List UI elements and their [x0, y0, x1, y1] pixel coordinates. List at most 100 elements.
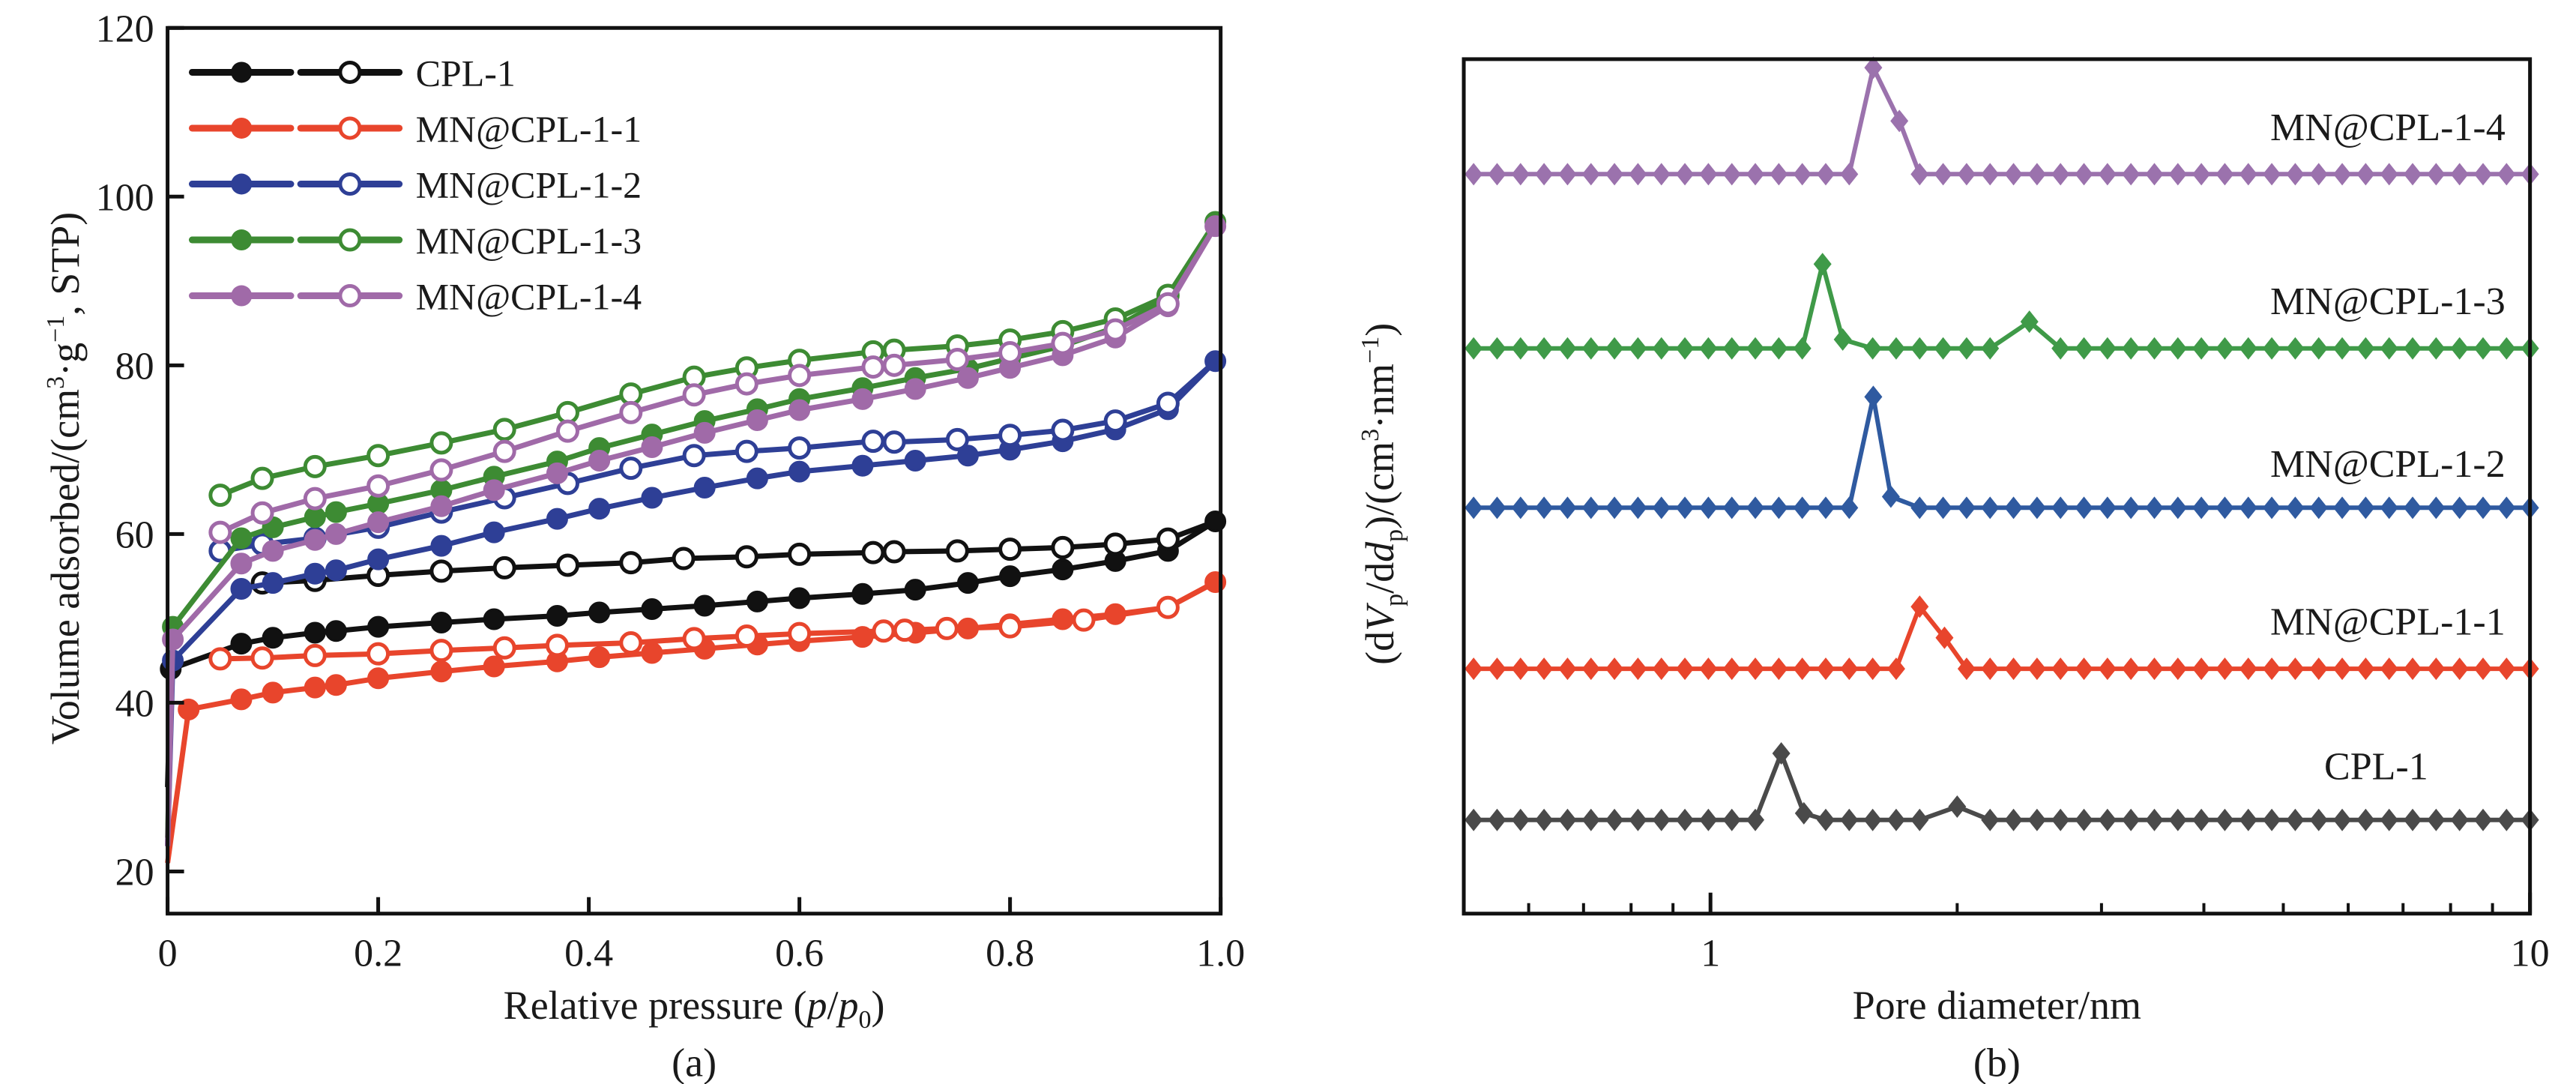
legend-marker-filled: [231, 117, 253, 139]
legend-item: MN@CPL-1-1: [188, 108, 642, 150]
x-tick-label: 1: [1701, 933, 1720, 975]
distribution-point: [1746, 337, 1765, 360]
desorption-point: [545, 633, 569, 657]
panel-a-x-axis-title: Relative pressure (p/p0): [504, 983, 885, 1034]
distribution-point: [2239, 808, 2257, 831]
desorption-point: [882, 430, 906, 454]
distribution-point: [2168, 496, 2187, 520]
desorption-point: [208, 647, 232, 671]
adsorption-point: [367, 615, 390, 638]
distribution-point: [2098, 808, 2117, 831]
distribution-point: [2309, 496, 2328, 520]
adsorption-point: [304, 562, 326, 585]
desorption-point: [619, 457, 643, 481]
distribution-point: [1558, 657, 1577, 681]
distribution-point: [1676, 163, 1695, 186]
distribution-point: [2192, 496, 2211, 520]
distribution-point: [1722, 808, 1741, 831]
adsorption-point: [430, 612, 453, 634]
adsorption-point: [367, 548, 390, 570]
distribution-point: [2145, 337, 2164, 360]
panel-b-x-axis-title: Pore diameter/nm: [1853, 983, 2141, 1028]
distribution-point: [1935, 626, 1954, 649]
distribution-point: [1722, 163, 1741, 186]
distribution-point: [1581, 337, 1600, 360]
distribution-point: [2098, 496, 2117, 520]
legend-item: CPL-1: [188, 52, 516, 94]
series-cpl-1: [160, 511, 1227, 788]
distribution-point: [1886, 337, 1905, 360]
distribution-point: [2145, 163, 2164, 186]
distribution-point: [1833, 328, 1852, 351]
desorption-point: [682, 444, 706, 468]
distribution-point: [2051, 808, 2070, 831]
series-label: MN@CPL-1-2: [2270, 443, 2506, 486]
distribution-point: [2356, 496, 2375, 520]
adsorption-point: [325, 523, 347, 545]
distribution-point: [1816, 163, 1835, 186]
distribution-point: [2450, 496, 2469, 520]
adsorption-point: [693, 421, 716, 444]
desorption-point: [367, 444, 390, 468]
distribution-point: [1770, 163, 1788, 186]
distribution-point: [1652, 808, 1671, 831]
adsorption-point: [230, 578, 253, 600]
adsorption-point: [956, 617, 979, 639]
desorption-point: [429, 559, 453, 583]
adsorption-point: [956, 367, 979, 389]
desorption-point: [735, 439, 758, 463]
adsorption-point: [1104, 603, 1126, 625]
distribution-point: [2380, 337, 2398, 360]
distribution-point: [1840, 163, 1859, 186]
distribution-point: [1605, 808, 1624, 831]
legend-label: MN@CPL-1-1: [416, 108, 642, 150]
desorption-point: [250, 501, 274, 525]
distribution-point: [1558, 496, 1577, 520]
legend-item: MN@CPL-1-4: [188, 276, 642, 318]
distribution-point: [2004, 496, 2023, 520]
distribution-point: [1605, 496, 1624, 520]
adsorption-point: [641, 487, 663, 509]
distribution-point: [2192, 163, 2211, 186]
x-tick-label: 1.0: [1196, 933, 1245, 975]
adsorption-point: [367, 511, 390, 534]
panel-b-axes-frame: [1462, 57, 2533, 916]
distribution-point: [2427, 163, 2446, 186]
distribution-point: [2192, 808, 2211, 831]
x-tick-label: 0.4: [564, 933, 613, 975]
legend-marker-filled: [231, 229, 253, 251]
x-tick-label: 0.2: [354, 933, 402, 975]
distribution-point: [1699, 808, 1718, 831]
distribution-point: [2051, 657, 2070, 681]
desorption-point: [1103, 409, 1127, 433]
distribution-point: [2075, 657, 2093, 681]
series-label: CPL-1: [2324, 745, 2428, 788]
adsorption-point: [262, 572, 284, 594]
distribution-point: [2286, 163, 2305, 186]
desorption-point: [672, 546, 696, 570]
desorption-point: [893, 618, 917, 642]
distribution-point: [1840, 657, 1859, 681]
desorption-point: [682, 627, 706, 651]
desorption-point: [555, 419, 579, 443]
desorption-point: [1156, 292, 1180, 316]
adsorption-point: [262, 540, 284, 562]
desorption-point: [250, 646, 274, 670]
series-mn-cpl-1-3: [1465, 253, 2539, 360]
distribution-point: [1652, 657, 1671, 681]
adsorption-point: [588, 646, 611, 669]
desorption-point: [945, 347, 969, 371]
distribution-point: [2027, 657, 2046, 681]
adsorption-point: [851, 582, 874, 605]
adsorption-point: [851, 388, 874, 410]
panel-b-series-group: [1465, 56, 2539, 831]
distribution-point: [2192, 657, 2211, 681]
distribution-point: [2404, 808, 2422, 831]
distribution-point: [1629, 163, 1647, 186]
distribution-line: [1473, 394, 2530, 511]
desorption-point: [429, 458, 453, 482]
distribution-point: [2122, 657, 2141, 681]
adsorption-point: [588, 601, 611, 624]
legend-marker-filled: [231, 61, 253, 83]
distribution-point: [1840, 496, 1859, 520]
